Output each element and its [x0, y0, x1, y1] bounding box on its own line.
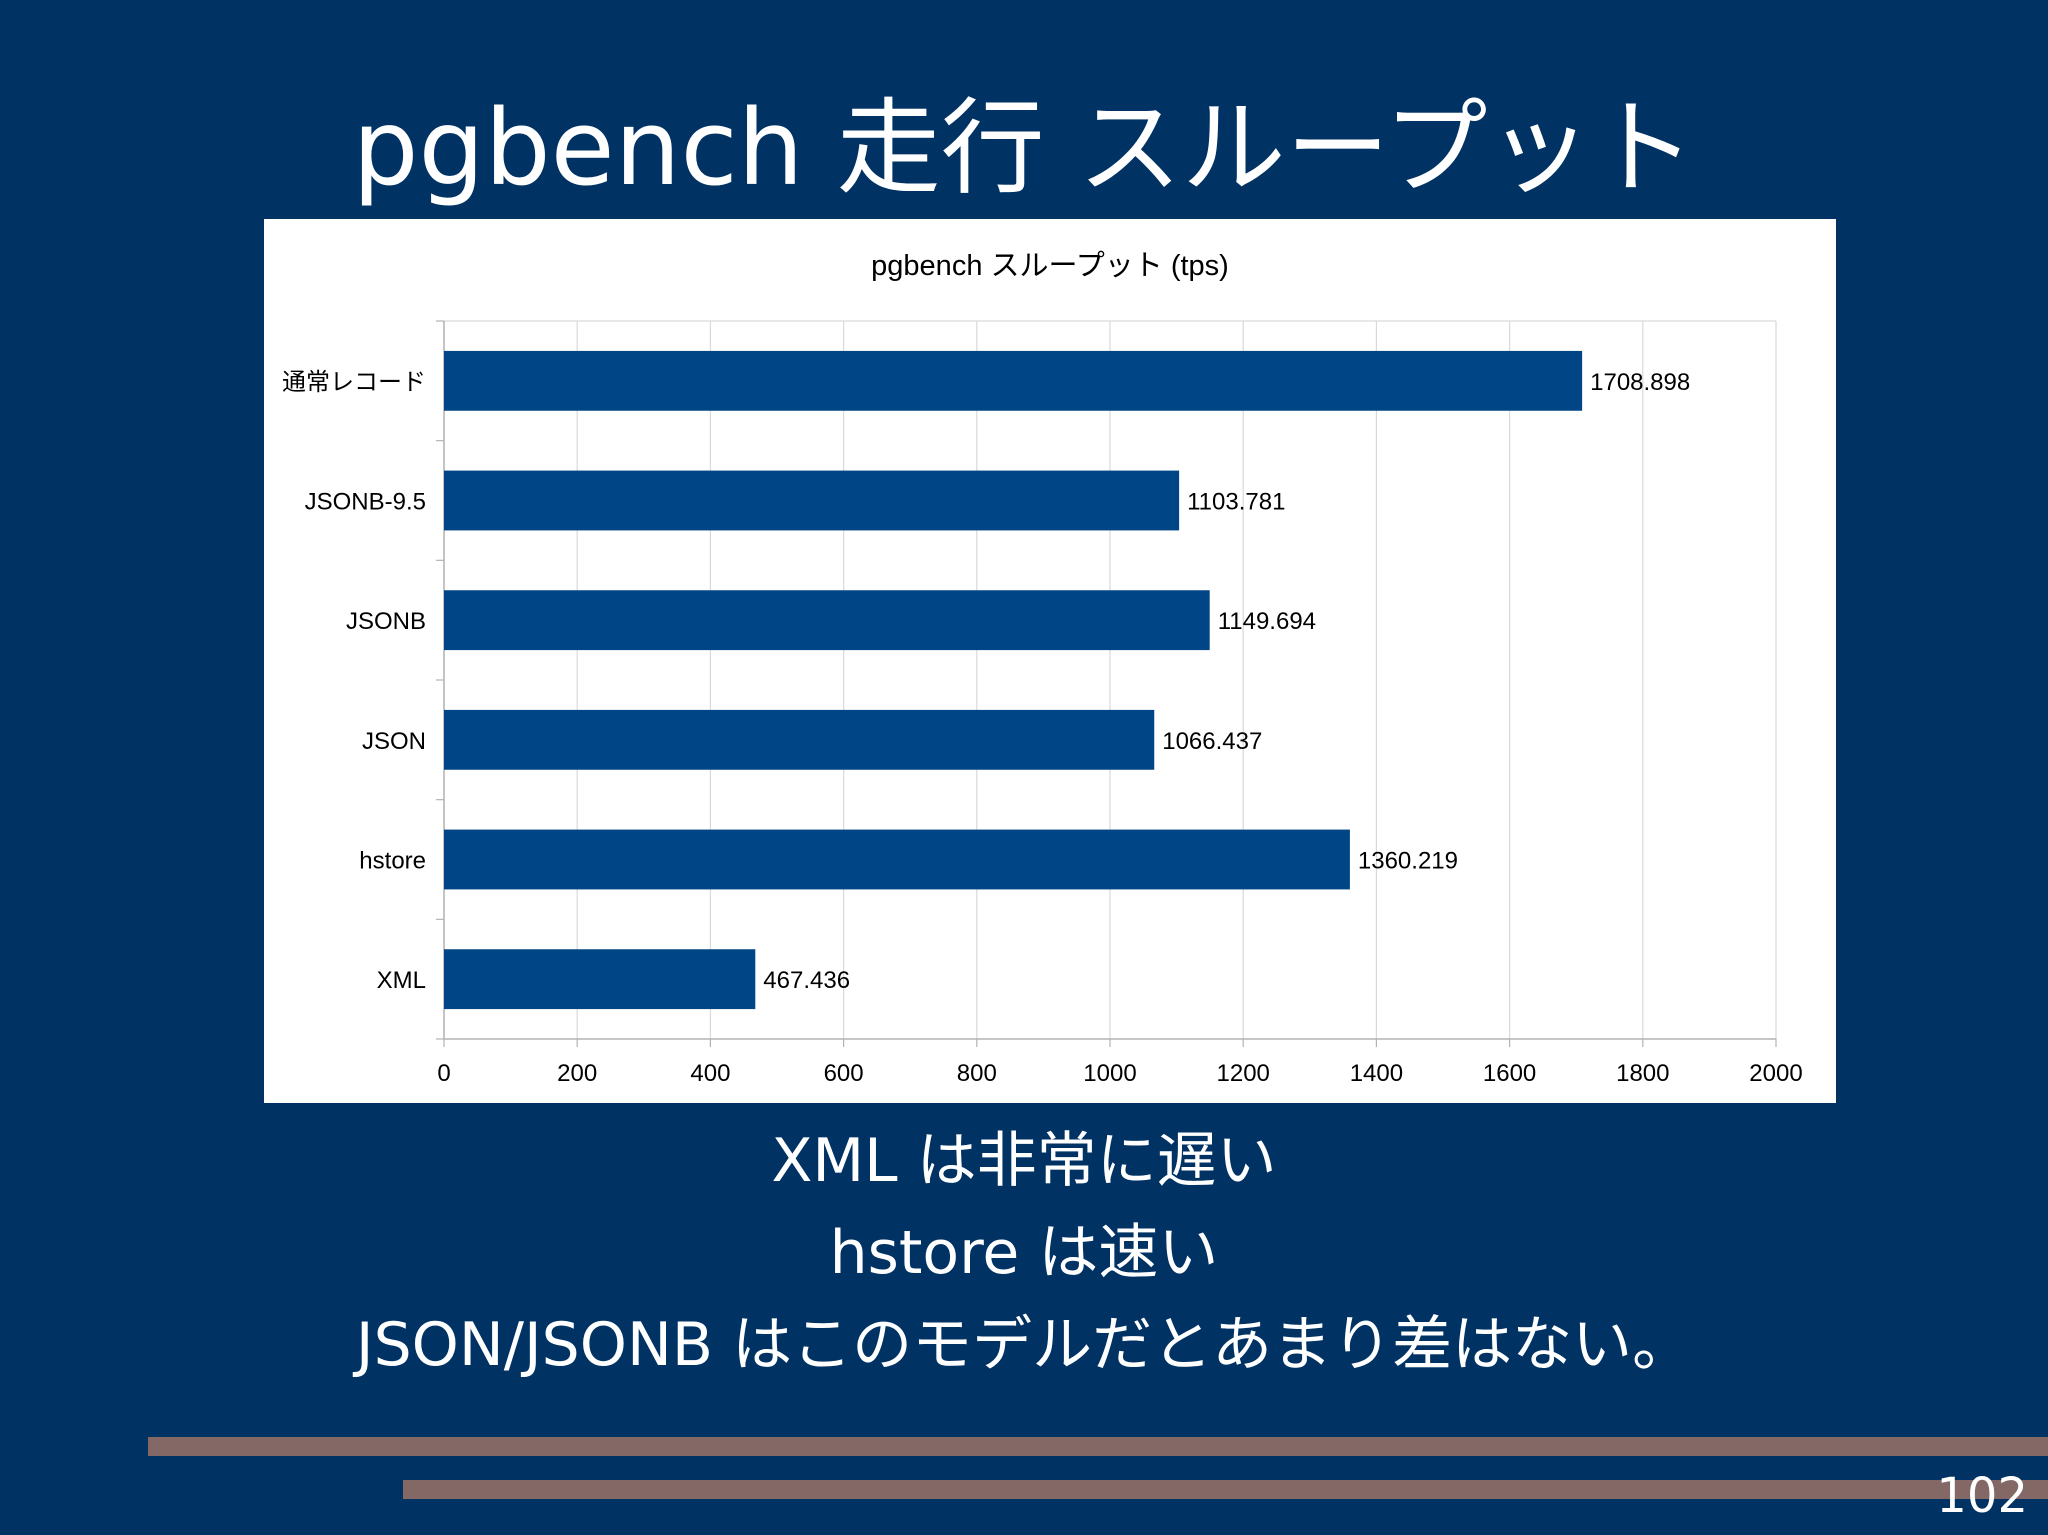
- bar: [444, 470, 1180, 531]
- bar: [444, 949, 756, 1010]
- x-tick-label: 0: [437, 1060, 450, 1087]
- category-label: hstore: [359, 848, 426, 875]
- bullet-xml: XML は非常に遅い: [771, 1126, 1277, 1196]
- slide-title: pgbench 走行 スループット: [352, 87, 1696, 209]
- value-label: 1103.781: [1187, 489, 1285, 516]
- x-tick-label: 600: [824, 1060, 864, 1087]
- category-label: 通常レコード: [282, 369, 426, 396]
- bar: [444, 350, 1583, 411]
- x-tick-label: 1200: [1217, 1060, 1270, 1087]
- bullet-list: XML は非常に遅い hstore は速い JSON/JSONB はこのモデルだ…: [0, 1115, 2048, 1391]
- bar: [444, 829, 1350, 890]
- axes: [436, 320, 1777, 1047]
- x-tick-label: 1800: [1616, 1060, 1669, 1087]
- x-tick-label: 1000: [1083, 1060, 1136, 1087]
- value-label: 1149.694: [1218, 608, 1316, 635]
- decor-line-lower: [403, 1480, 2048, 1499]
- x-tick-label: 800: [957, 1060, 997, 1087]
- chart-title: pgbench スループット (tps): [871, 250, 1229, 282]
- bar: [444, 709, 1155, 770]
- value-label: 1066.437: [1162, 728, 1262, 755]
- value-label: 1708.898: [1590, 369, 1690, 396]
- x-tick-label: 2000: [1749, 1060, 1802, 1087]
- value-label: 467.436: [763, 967, 850, 994]
- bar-chart: pgbench スループット (tps) 0 200 400 600 800 1000 12…: [282, 250, 1803, 1087]
- category-label: JSONB: [346, 608, 426, 635]
- bullet-json: JSON/JSONB はこのモデルだとあまり差はない。: [355, 1310, 1693, 1380]
- chart-panel: pgbench スループット (tps) 0 200 400 600 800 1000 12…: [264, 219, 1836, 1103]
- x-tick-label: 400: [690, 1060, 730, 1087]
- value-label: 1360.219: [1358, 848, 1458, 875]
- grid-lines: [443, 320, 1777, 1039]
- category-label: JSON: [362, 728, 426, 755]
- category-label: JSONB-9.5: [305, 489, 426, 516]
- bar: [444, 590, 1210, 651]
- page-number: 102: [1936, 1468, 2028, 1524]
- bars: [444, 350, 1583, 1010]
- x-tick-label: 1600: [1483, 1060, 1536, 1087]
- x-tick-label: 1400: [1350, 1060, 1403, 1087]
- category-label: XML: [377, 967, 426, 994]
- x-tick-label: 200: [557, 1060, 597, 1087]
- labels: 0 200 400 600 800 1000 1200 1400 1600 1800 2000 通常レ…: [282, 369, 1803, 1087]
- bullet-hstore: hstore は速い: [829, 1218, 1219, 1288]
- decor-line-upper: [148, 1437, 2048, 1456]
